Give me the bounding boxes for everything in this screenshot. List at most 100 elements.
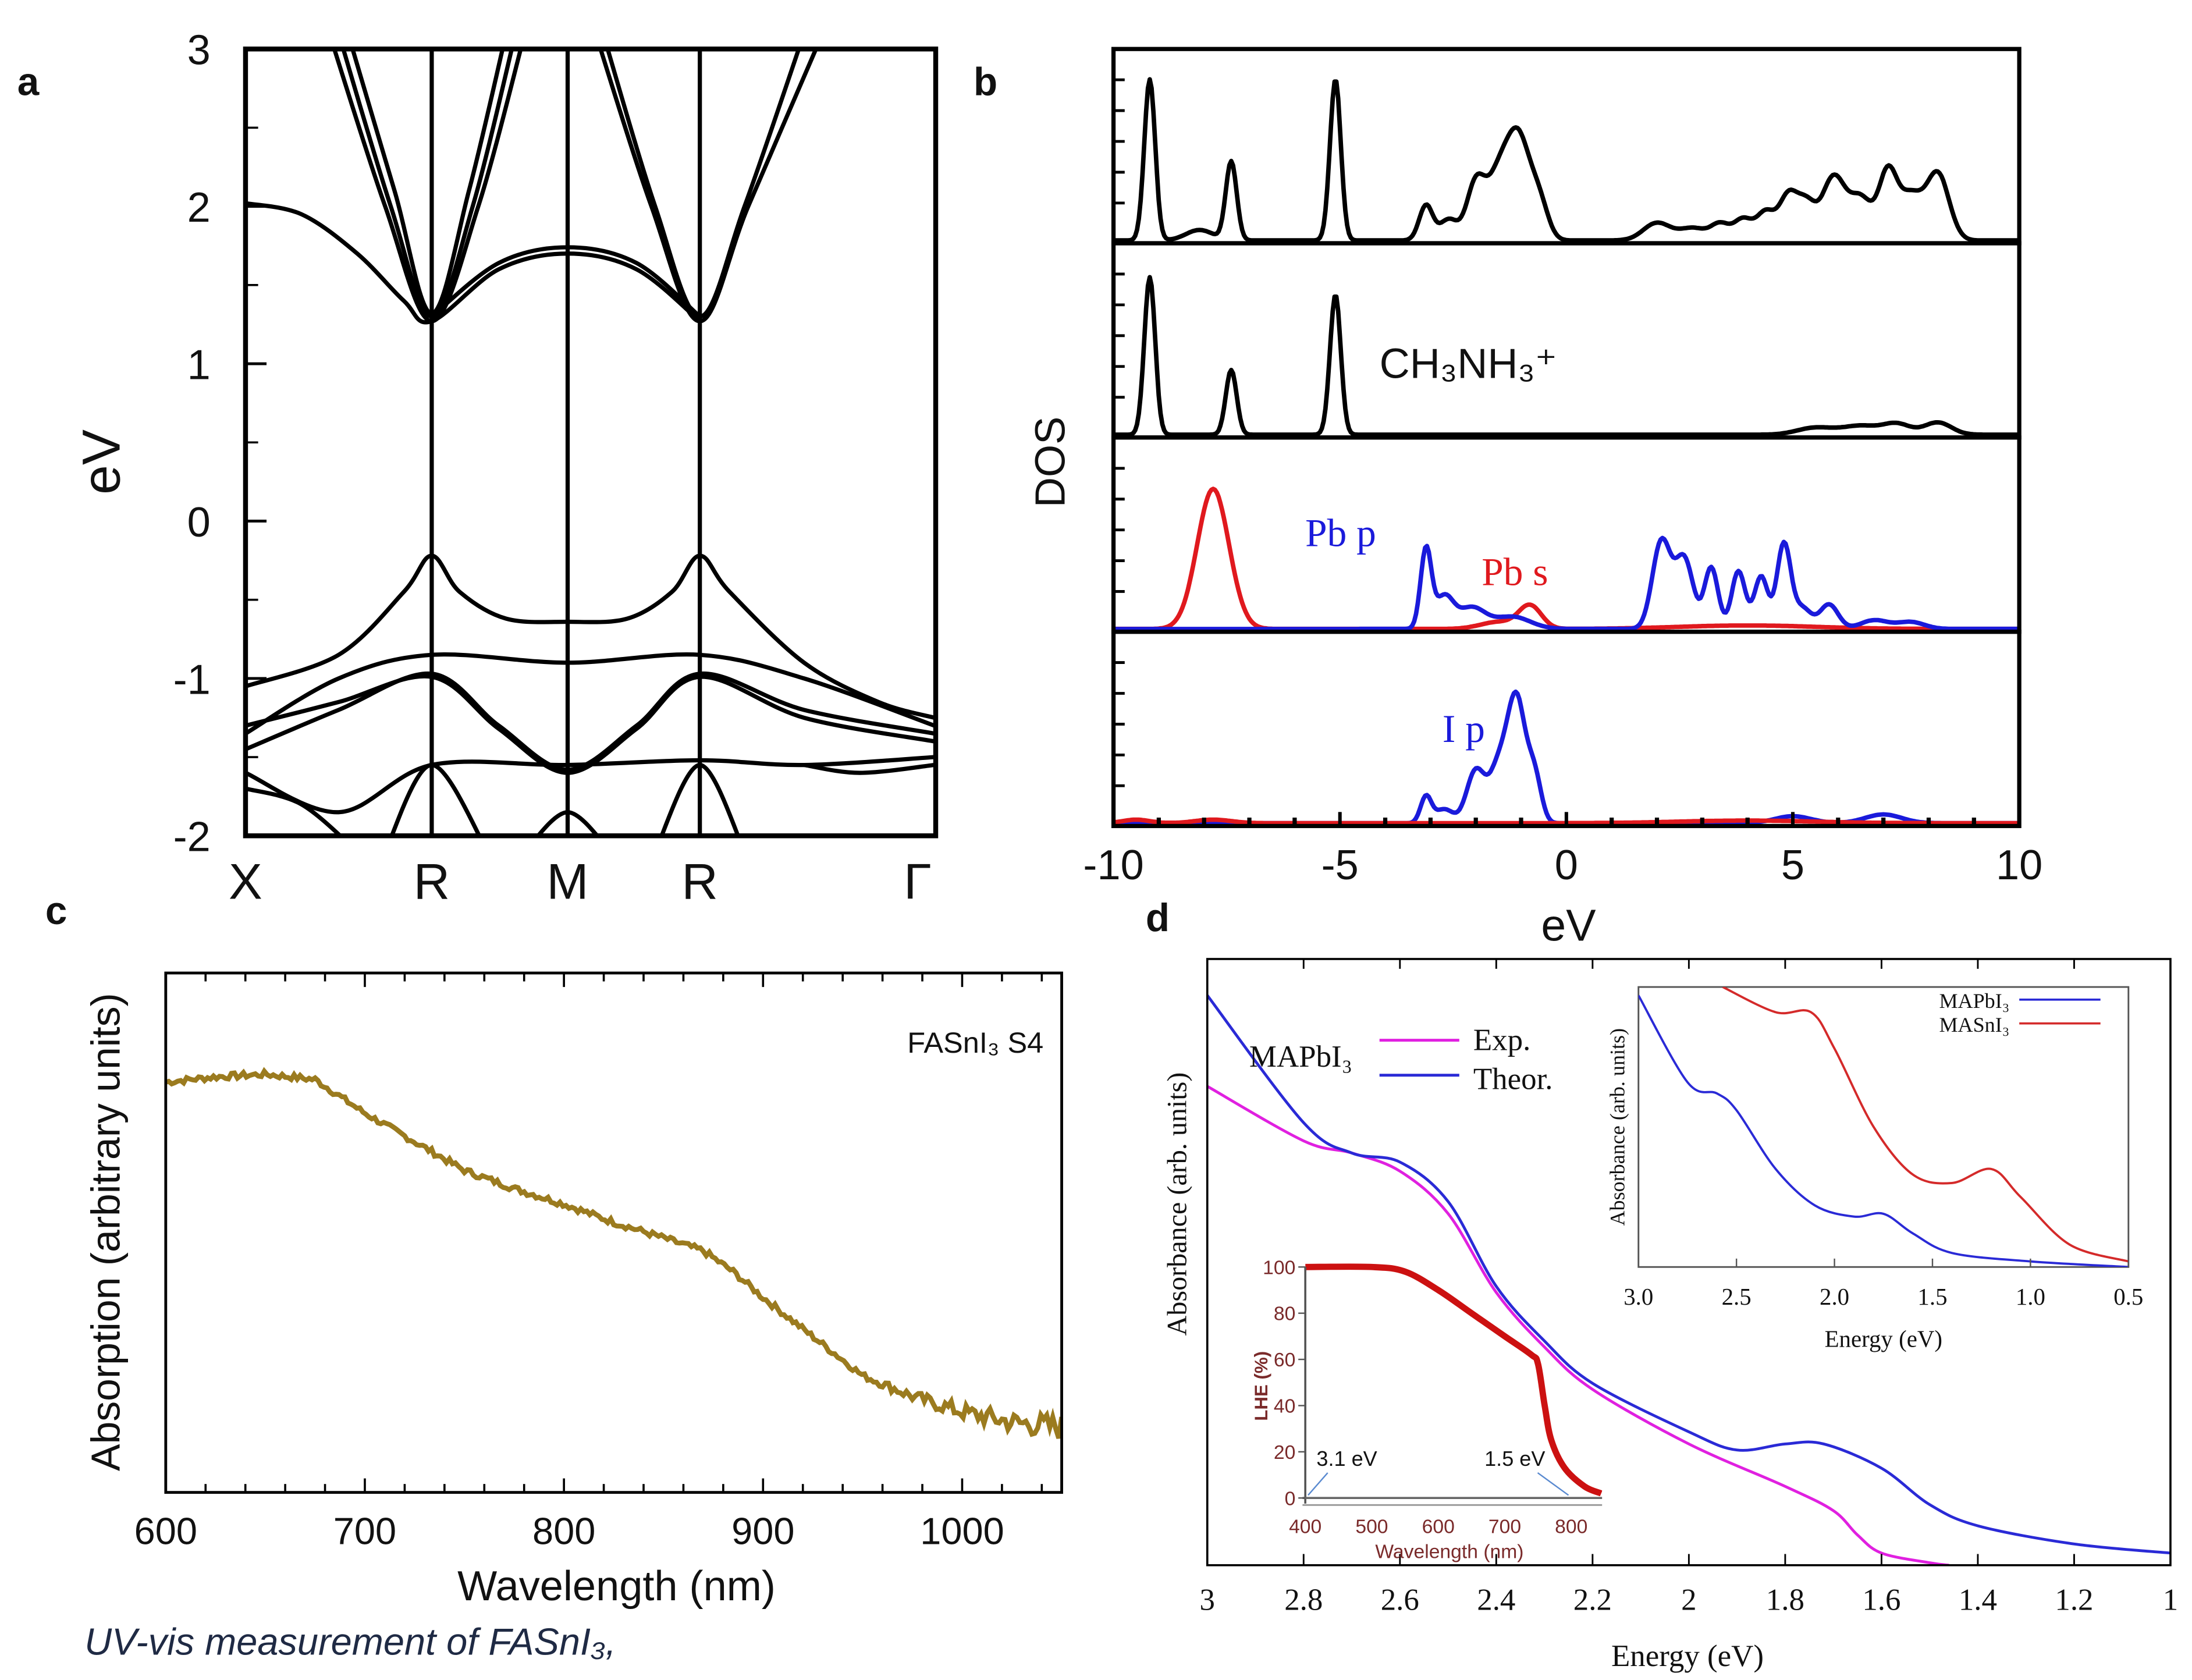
band-line — [245, 755, 935, 815]
x-tick-label: 2.5 — [1722, 1284, 1752, 1310]
absorbance-y-label: Absorbance (arb. units) — [1162, 1072, 1193, 1336]
lhe-y-label: LHE (%) — [1251, 1351, 1271, 1421]
y-tick-label: 0 — [187, 499, 211, 546]
absorbance-legend: MAPbI₃ Exp. Theor. — [1249, 1023, 1553, 1096]
uv-vis-annotation: FASnI₃ S4 — [907, 1026, 1043, 1059]
y-tick-label: 20 — [1274, 1442, 1295, 1464]
band-line — [245, 553, 935, 720]
absorbance-plot-area — [1207, 994, 2170, 1565]
absorbance-chart: 3 2.8 2.6 2.4 2.2 2 1.8 1.6 1.4 1.2 1 Absorbance (… — [1162, 958, 2178, 1673]
energy-inset-axes: 3.0 2.5 2.0 1.5 1.0 0.5 — [1623, 1258, 2143, 1310]
lhe-axes: 100 80 60 40 20 0 400 500 600 700 800 — [1263, 1257, 1587, 1537]
x-tick-label: 2 — [1681, 1583, 1696, 1617]
x-tick-label: 5 — [1781, 842, 1804, 889]
dos-label-i-p: I p — [1443, 707, 1485, 751]
lhe-annotation-1-5ev: 1.5 eV — [1484, 1447, 1545, 1471]
band-structure-chart: X R M R Γ 3 2 1 0 -1 -2 eV — [72, 27, 939, 910]
dos-chart: -10 -5 0 5 10 DOS eV CH₃NH₃⁺ Pb p Pb s I p — [1027, 47, 2042, 951]
dos-plot-area — [1113, 77, 2020, 826]
x-tick-label: 800 — [1555, 1516, 1587, 1537]
y-tick-label: 0 — [1285, 1488, 1296, 1509]
k-point-label: M — [546, 854, 588, 910]
x-tick-label: 800 — [532, 1510, 595, 1553]
uv-vis-frame — [164, 971, 1063, 1494]
energy-inset-curve — [1638, 994, 2129, 1267]
absorbance-x-label: Energy (eV) — [1611, 1639, 1764, 1673]
energy-inset-legend-mapbi3: MAPbI₃ — [1939, 989, 2009, 1013]
lhe-x-label: Wavelength (nm) — [1375, 1542, 1523, 1563]
band-line — [245, 786, 344, 836]
dos-label-ch3nh3: CH₃NH₃⁺ — [1380, 341, 1557, 388]
uv-vis-x-label: Wavelength (nm) — [457, 1563, 776, 1610]
x-tick-label: 0 — [1555, 842, 1578, 889]
band-y-label: eV — [72, 429, 131, 495]
dos-subpanel-frame — [1111, 630, 2022, 829]
panel-letter-d: d — [1146, 896, 1170, 940]
dos-curve — [1113, 275, 2020, 437]
arrow-1-5ev-icon — [1537, 1472, 1569, 1496]
energy-inset-curve — [1722, 987, 2129, 1263]
x-tick-label: 700 — [333, 1510, 396, 1553]
energy-inset-frame — [1637, 986, 2130, 1268]
absorbance-axes: 3 2.8 2.6 2.4 2.2 2 1.8 1.6 1.4 1.2 1 — [1200, 958, 2178, 1617]
band-line — [804, 763, 935, 775]
x-tick-label: 2.8 — [1284, 1583, 1323, 1617]
lhe-inset: 100 80 60 40 20 0 400 500 600 700 800 LHE (%) Wave… — [1251, 1257, 1603, 1563]
k-point-label: Γ — [904, 854, 932, 910]
band-line — [245, 674, 935, 775]
y-tick-label: 40 — [1274, 1395, 1295, 1417]
y-tick-label: 100 — [1263, 1257, 1295, 1278]
y-tick-label: -1 — [173, 656, 211, 703]
dos-subpanel-frame — [1111, 241, 2022, 440]
x-tick-label: 1.0 — [2016, 1284, 2045, 1310]
legend-title: MAPbI₃ — [1249, 1040, 1352, 1074]
k-point-label: R — [414, 854, 450, 910]
dos-subpanel-frame — [1111, 47, 2022, 246]
y-tick-label: 2 — [187, 184, 211, 231]
absorbance-curve — [1207, 994, 2170, 1555]
x-tick-label: 2.6 — [1381, 1583, 1419, 1617]
energy-inset-x-label: Energy (eV) — [1825, 1326, 1942, 1352]
band-line — [605, 49, 801, 319]
dos-label-pb-s: Pb s — [1482, 550, 1548, 594]
lhe-curve — [1305, 1263, 1603, 1497]
x-tick-label: -10 — [1083, 842, 1143, 889]
dos-frames — [1111, 47, 2022, 829]
dos-curve — [1113, 77, 2020, 243]
uv-vis-plot-area — [165, 1067, 1062, 1439]
band-line — [245, 652, 936, 736]
dos-curve — [1113, 689, 2020, 826]
energy-inset-y-label: Absorbance (arb. units) — [1606, 1028, 1629, 1226]
uv-vis-chart: 600 700 800 900 1000 FASnI₃ S4 Absorption (a… — [83, 971, 1063, 1663]
uv-vis-curve — [165, 1067, 1062, 1439]
x-tick-label: 0.5 — [2113, 1284, 2143, 1310]
band-axes: X R M R Γ 3 2 1 0 -1 -2 — [173, 27, 932, 910]
legend-label-theor: Theor. — [1473, 1063, 1553, 1096]
uv-vis-y-label: Absorption (arbitrary units) — [83, 993, 128, 1471]
x-tick-label: 400 — [1289, 1516, 1321, 1537]
x-tick-label: 2.0 — [1820, 1284, 1849, 1310]
panel-letter-b: b — [974, 61, 997, 104]
panel-letter-a: a — [17, 61, 40, 104]
x-tick-label: 600 — [1422, 1516, 1455, 1537]
energy-inset-legend-masni3: MASnI₃ — [1939, 1013, 2009, 1036]
x-tick-label: 1.8 — [1766, 1583, 1804, 1617]
panel-letter-c: c — [45, 889, 67, 933]
y-tick-label: 80 — [1274, 1303, 1295, 1325]
k-point-label: R — [681, 854, 718, 910]
dos-x-label: eV — [1541, 901, 1596, 951]
dos-y-label: DOS — [1027, 417, 1074, 507]
x-tick-label: 900 — [731, 1510, 794, 1553]
figure-caption: UV-vis measurement of FASnI₃, — [84, 1621, 616, 1663]
energy-inset-plot-area — [1638, 987, 2129, 1267]
band-plot-area — [245, 49, 936, 836]
y-tick-label: 1 — [187, 342, 211, 388]
dos-label-pb-p: Pb p — [1305, 511, 1376, 555]
legend-label-exp: Exp. — [1473, 1023, 1530, 1057]
k-point-label: X — [229, 854, 262, 910]
lhe-annotation-3-1ev: 3.1 eV — [1316, 1447, 1377, 1471]
x-tick-label: 1 — [2163, 1583, 2178, 1617]
x-tick-label: -5 — [1321, 842, 1359, 889]
y-tick-label: 60 — [1274, 1349, 1295, 1371]
